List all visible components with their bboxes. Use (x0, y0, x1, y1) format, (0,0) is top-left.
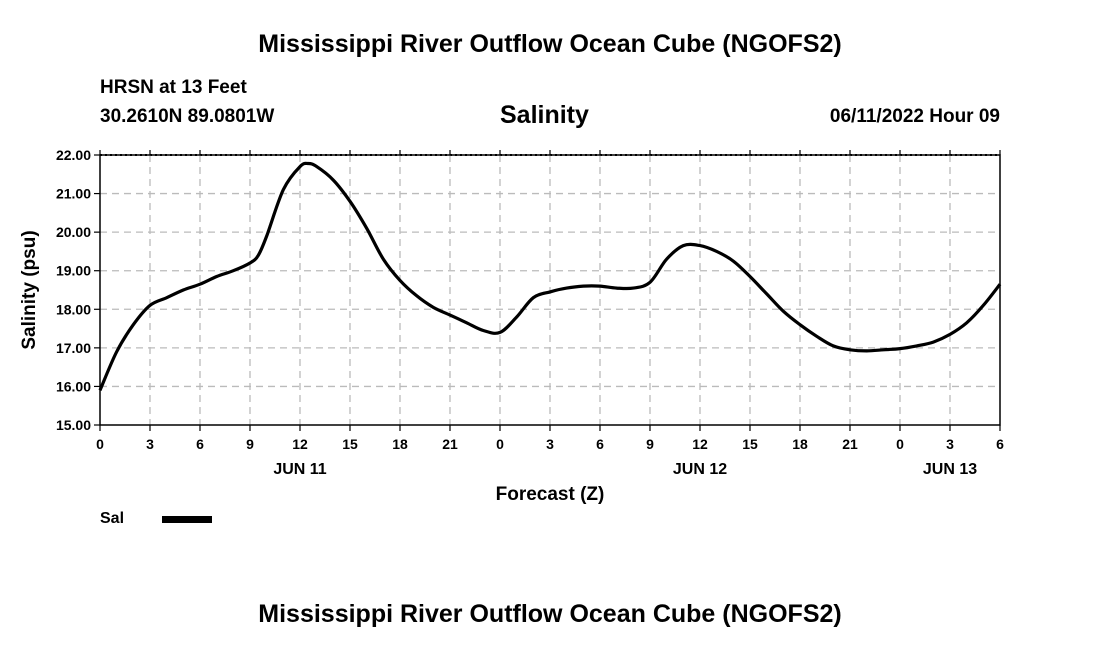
y-tick-label: 21.00 (56, 186, 91, 202)
chart-title: Salinity (500, 101, 589, 129)
x-tick-label: 3 (946, 436, 954, 452)
day-label: JUN 11 (273, 461, 326, 478)
main-title: Mississippi River Outflow Ocean Cube (NG… (258, 30, 842, 58)
x-tick-label: 3 (146, 436, 154, 452)
x-tick-label: 12 (692, 436, 708, 452)
footer-title: Mississippi River Outflow Ocean Cube (NG… (258, 600, 842, 628)
x-tick-label: 0 (896, 436, 904, 452)
x-tick-label: 6 (996, 436, 1004, 452)
axis-labels: 15.00 16.00 17.00 18.00 19.00 20.00 21.00 22.00… (56, 147, 1004, 478)
y-tick-label: 18.00 (56, 301, 91, 317)
axis-ticks (94, 150, 1001, 431)
series-line-sal (98, 161, 1002, 391)
x-tick-label: 18 (392, 436, 408, 452)
forecast-datetime: 06/11/2022 Hour 09 (829, 106, 1000, 127)
x-tick-label: 6 (596, 436, 604, 452)
x-tick-label: 12 (292, 436, 308, 452)
x-tick-label: 3 (546, 436, 554, 452)
day-label: JUN 12 (673, 461, 727, 478)
x-tick-label: 18 (792, 436, 808, 452)
y-tick-label: 16.00 (56, 378, 91, 394)
day-label: JUN 13 (923, 461, 977, 478)
legend-line-swatch (162, 516, 212, 523)
coordinates-label: 30.2610N 89.0801W (100, 106, 275, 127)
x-tick-label: 9 (646, 436, 654, 452)
x-axis-label: Forecast (Z) (496, 484, 605, 505)
y-tick-label: 15.00 (56, 417, 91, 433)
y-tick-label: 20.00 (56, 224, 91, 240)
x-tick-label: 6 (196, 436, 204, 452)
grid (100, 154, 1000, 425)
series-layer (98, 161, 1002, 391)
x-tick-label: 9 (246, 436, 254, 452)
y-axis-label: Salinity (psu) (19, 230, 40, 349)
x-tick-label: 21 (442, 436, 458, 452)
plot-frame (99, 154, 1001, 426)
y-tick-label: 19.00 (56, 263, 91, 279)
x-tick-label: 21 (842, 436, 858, 452)
y-tick-label: 17.00 (56, 340, 91, 356)
station-label: HRSN at 13 Feet (100, 77, 247, 98)
x-tick-label: 0 (496, 436, 504, 452)
y-tick-label: 22.00 (56, 147, 91, 163)
x-tick-label: 15 (342, 436, 358, 452)
x-tick-label: 0 (96, 436, 104, 452)
legend-label: Sal (100, 510, 125, 527)
x-tick-label: 15 (742, 436, 758, 452)
